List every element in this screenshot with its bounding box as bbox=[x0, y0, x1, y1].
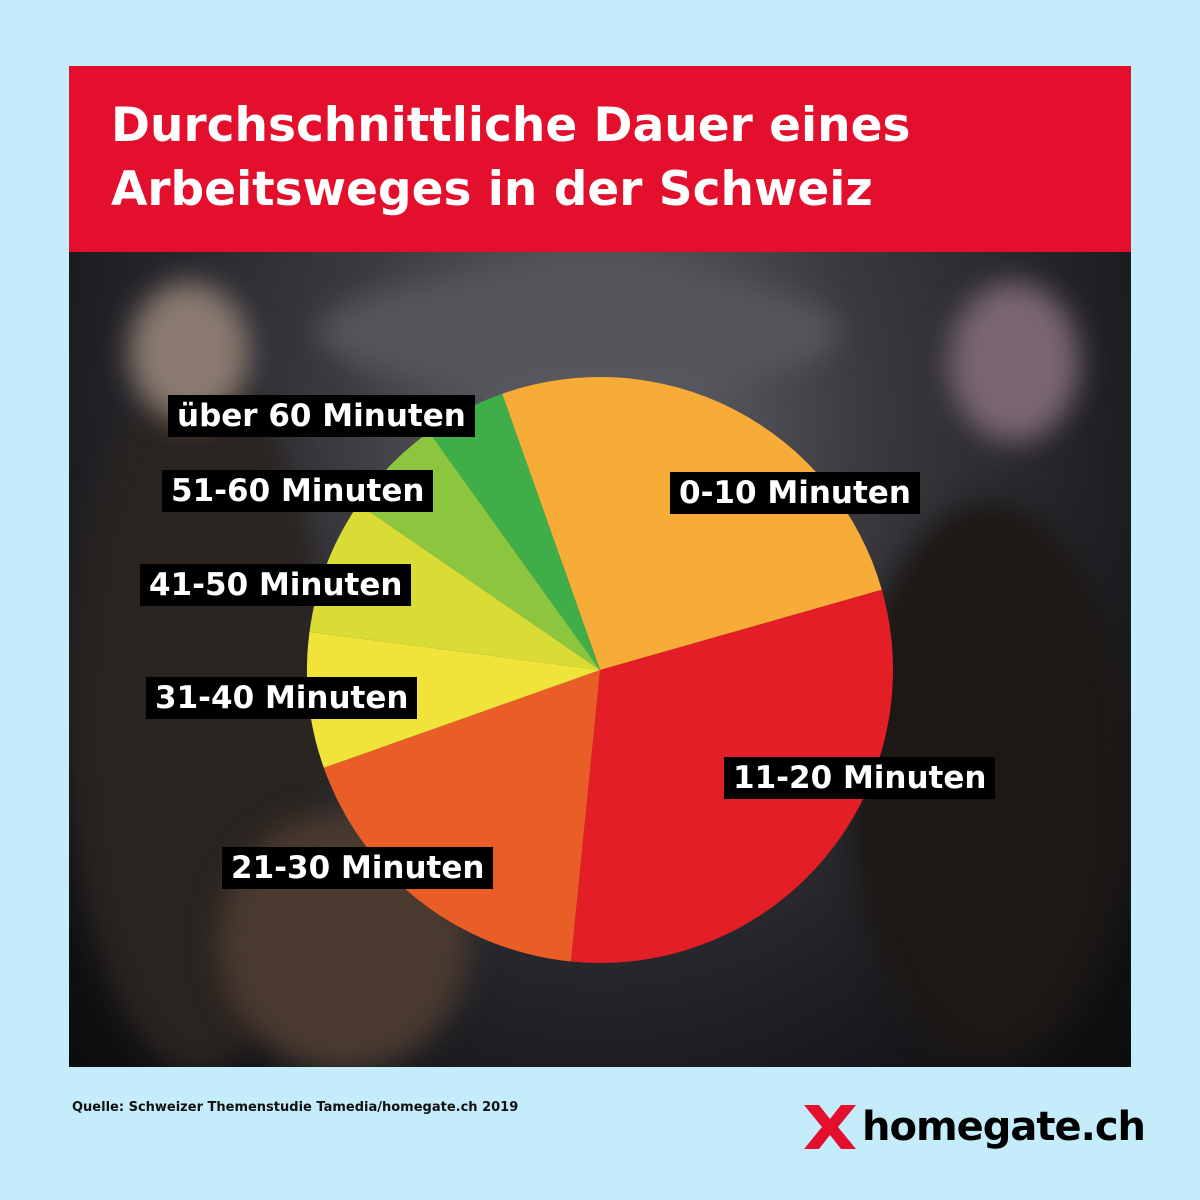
homegate-logo[interactable]: homegate.ch bbox=[804, 1104, 1146, 1150]
slice-label: über 60 Minuten bbox=[168, 395, 475, 437]
slice-label: 0-10 Minuten bbox=[670, 472, 920, 514]
pie-slice-2 bbox=[323, 670, 600, 962]
x-logo-icon bbox=[804, 1105, 856, 1149]
chart-title: Durchschnittliche Dauer eines Arbeitsweg… bbox=[111, 98, 911, 217]
pie-slice-3 bbox=[306, 631, 600, 768]
title-banner: Durchschnittliche Dauer eines Arbeitsweg… bbox=[69, 66, 1131, 252]
slice-label: 51-60 Minuten bbox=[162, 470, 434, 512]
pie-slice-0 bbox=[502, 376, 882, 670]
source-note: Quelle: Schweizer Themenstudie Tamedia/h… bbox=[72, 1100, 519, 1115]
logo-text: homegate.ch bbox=[862, 1104, 1146, 1150]
pie-slice-4 bbox=[309, 504, 600, 670]
slice-label: 41-50 Minuten bbox=[140, 564, 412, 606]
slice-label: 31-40 Minuten bbox=[146, 677, 418, 719]
slice-label: 11-20 Minuten bbox=[724, 757, 996, 799]
pie-slice-6 bbox=[429, 393, 600, 670]
slice-label: 21-30 Minuten bbox=[222, 847, 494, 889]
